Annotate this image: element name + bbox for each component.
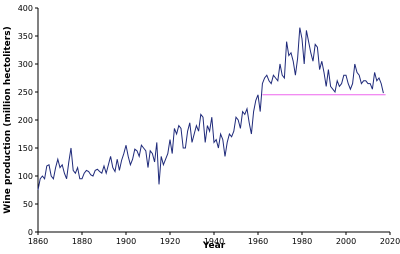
x-tick-label: 1860 [28, 237, 48, 246]
y-tick-label: 400 [18, 4, 33, 13]
y-tick-label: 100 [18, 172, 33, 181]
x-tick-label: 2000 [336, 237, 356, 246]
y-tick-label: 250 [18, 88, 33, 97]
x-tick-label: 1900 [116, 237, 136, 246]
x-tick-label: 1960 [248, 237, 268, 246]
y-tick-label: 50 [23, 200, 33, 209]
y-tick-label: 0 [28, 228, 33, 237]
y-axis-title: Wine production (million hectoliters) [3, 26, 13, 213]
y-tick-label: 300 [18, 60, 33, 69]
x-tick-label: 1940 [204, 237, 224, 246]
y-tick-label: 350 [18, 32, 33, 41]
y-tick-label: 150 [18, 144, 33, 153]
x-tick-label: 1880 [72, 237, 92, 246]
x-axis-title: Year [202, 241, 226, 251]
x-tick-label: 1980 [292, 237, 312, 246]
y-tick-label: 200 [18, 116, 33, 125]
data-line [37, 27, 384, 191]
x-tick-label: 1920 [160, 237, 180, 246]
x-tick-label: 2020 [380, 237, 400, 246]
